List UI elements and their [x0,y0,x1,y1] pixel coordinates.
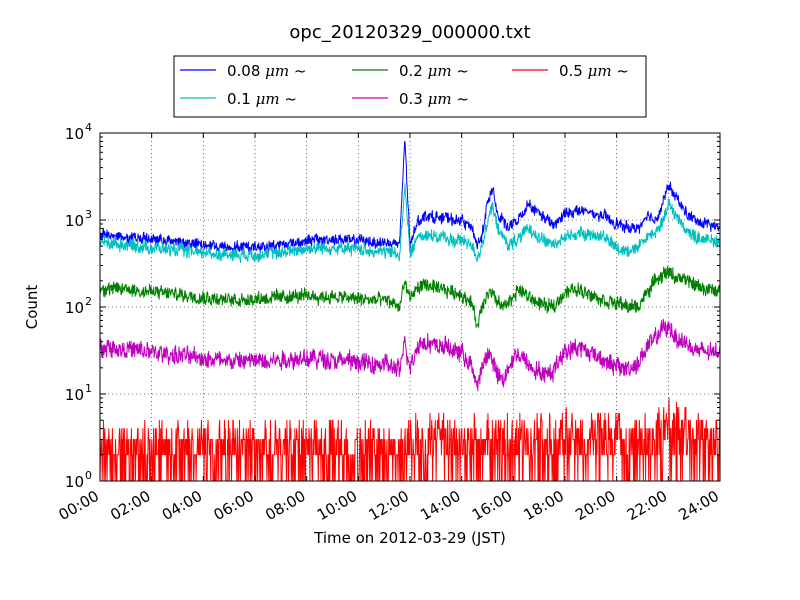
y-tick-label: 10 [65,125,84,143]
legend-entries: 0.08 μm ~ 0.1 μm ~ 0.2 μm ~ 0.3 μm ~ 0.5 μm … [180,62,629,108]
series-line-0-1-um [99,183,721,263]
series-line-0-3-um [99,318,721,392]
y-tick-exponent: 4 [85,121,92,134]
y-tick-exponent: 3 [85,208,92,221]
legend-label: 0.2 μm ~ [399,62,469,80]
y-tick-label: 10 [65,212,84,230]
chart-title: opc_20120329_000000.txt [289,22,530,43]
x-axis-label: Time on 2012-03-29 (JST) [313,529,506,547]
y-tick-label: 10 [65,299,84,317]
y-tick-exponent: 2 [85,295,92,308]
series-line-0-2-um [99,265,721,328]
series-line-0-08-um [99,140,721,255]
legend-frame [173,55,647,118]
y-axis-label: Count [23,285,41,330]
y-tick-exponent: 1 [85,382,92,395]
y-tick-label: 10 [65,473,84,491]
legend-label: 0.08 μm ~ [227,62,307,80]
legend-label: 0.3 μm ~ [399,90,469,108]
series-lines [99,140,721,482]
y-tick-exponent: 0 [85,469,92,482]
series-line-0-5-um [99,397,721,482]
legend: 0.08 μm ~ 0.1 μm ~ 0.2 μm ~ 0.3 μm ~ 0.5 μm … [173,55,647,118]
legend-label: 0.1 μm ~ [227,90,297,108]
y-tick-label: 10 [65,386,84,404]
legend-label: 0.5 μm ~ [559,62,629,80]
